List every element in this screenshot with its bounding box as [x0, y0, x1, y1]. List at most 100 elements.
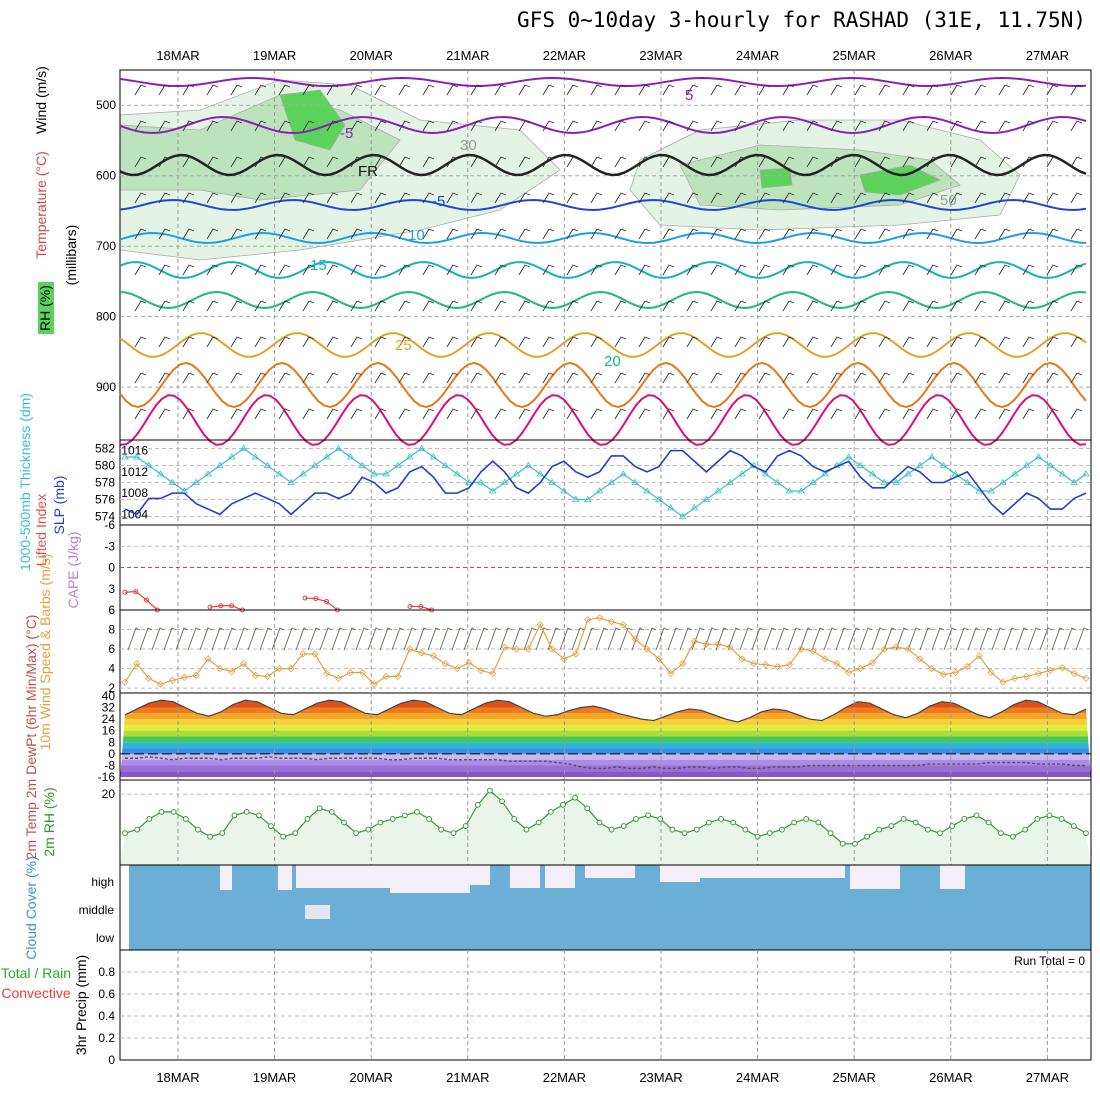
wind-barb — [734, 336, 747, 348]
wind-barb — [686, 192, 699, 204]
surface-wind-barb — [919, 627, 933, 651]
wind-barb — [206, 228, 219, 240]
surface-wind-barb — [763, 627, 777, 651]
surface-wind-barb — [487, 627, 501, 651]
wind-barb — [950, 372, 963, 384]
temp-tick-label: 24 — [102, 712, 116, 726]
wind-speed-point — [311, 650, 319, 658]
surface-wind-barb — [631, 627, 645, 651]
thickness-point — [607, 478, 616, 485]
wind-barb — [734, 84, 747, 96]
thickness-point — [1034, 453, 1043, 460]
rh-point — [815, 819, 822, 826]
wind-barb — [638, 336, 651, 348]
date-label-top: 21MAR — [446, 48, 489, 63]
wind-barb — [374, 264, 387, 276]
wind-barb — [518, 372, 531, 384]
surface-wind-barb — [1015, 627, 1029, 651]
wind-speed-point — [501, 643, 509, 651]
wind-barb — [590, 192, 603, 204]
surface-wind-barb — [355, 627, 369, 651]
wind-barb — [302, 264, 315, 276]
surface-wind-barb — [595, 627, 609, 651]
thickness-point — [156, 470, 165, 477]
wind-barb — [854, 84, 867, 96]
li-tick-label: 0 — [108, 561, 115, 575]
wind-barb — [422, 264, 435, 276]
wind-speed-point — [619, 621, 627, 629]
wind-barb — [350, 336, 363, 348]
thickness-point — [690, 504, 699, 511]
thickness-point — [453, 470, 461, 477]
pressure-axis-label: (millibars) — [63, 225, 79, 286]
surface-wind-barb — [775, 627, 789, 651]
wind-barb — [254, 120, 267, 132]
wind-barb — [398, 264, 411, 276]
surface-wind-barb — [523, 627, 537, 651]
wind-barb — [614, 228, 627, 240]
lifted-index-axis-label: Lifted Index — [33, 494, 49, 566]
wind-barb — [134, 408, 147, 420]
thickness-point — [916, 461, 924, 468]
wind-barb — [182, 228, 195, 240]
surface-wind-barb — [127, 627, 141, 651]
lifted-index-point — [324, 599, 330, 604]
thickness-point — [738, 470, 746, 477]
wind-barb — [446, 84, 459, 96]
wind-barb — [470, 336, 483, 348]
wind-barb — [710, 84, 723, 96]
wind-barb — [950, 336, 963, 348]
rh-point — [839, 840, 846, 847]
rh-point — [195, 826, 201, 833]
thickness-point — [251, 453, 260, 460]
rh-panel: 20 — [102, 779, 1092, 866]
thickness-point — [726, 478, 734, 485]
date-label-top: 27MAR — [1026, 48, 1069, 63]
wind-barb — [734, 120, 747, 132]
surface-wind-barb — [1027, 627, 1041, 651]
surface-wind-barb — [391, 627, 405, 651]
wind-tick-label: 6 — [108, 642, 115, 656]
temp-tick-label: 32 — [102, 701, 116, 715]
surface-wind-barb — [151, 627, 165, 651]
wind-barb — [926, 156, 939, 168]
wind-barb — [566, 408, 579, 420]
wind-barb — [542, 336, 555, 348]
rh-point — [693, 826, 700, 833]
surface-wind-barb — [475, 627, 489, 651]
wind-barb — [446, 336, 459, 348]
thickness-point — [489, 487, 497, 494]
wind-barb — [134, 264, 147, 276]
thickness-point — [1070, 478, 1078, 485]
rh-point — [450, 830, 457, 837]
thickness-point — [477, 478, 485, 485]
wind-barb — [182, 408, 195, 420]
rh-point — [243, 808, 250, 815]
thickness-point — [299, 470, 307, 477]
wind-barb — [1046, 84, 1059, 96]
wind-barb — [974, 264, 987, 276]
thickness-point — [275, 470, 283, 477]
surface-wind-barb — [955, 627, 969, 651]
wind-barb — [926, 84, 939, 96]
cloud-level-high: high — [91, 875, 114, 889]
wind-barb — [134, 84, 147, 96]
wind-barb — [518, 336, 531, 348]
wind-speed-point — [987, 668, 995, 677]
wind-speed-point — [465, 659, 473, 667]
wind-barb — [230, 120, 243, 132]
thickness-point — [999, 478, 1007, 485]
wind-barb — [374, 336, 387, 348]
wind-barb — [806, 408, 819, 420]
thickness-point — [370, 470, 378, 477]
wind-barb — [830, 372, 843, 384]
surface-wind-barb — [871, 627, 885, 651]
surface-wind-barb — [199, 627, 213, 651]
wind-barb — [590, 120, 603, 132]
surface-wind-barb — [415, 627, 429, 651]
rh-point — [876, 826, 883, 833]
wind-barb — [494, 372, 507, 384]
wind-barb — [326, 336, 339, 348]
wind-speed-point — [951, 668, 960, 677]
thickness-point — [311, 461, 319, 468]
